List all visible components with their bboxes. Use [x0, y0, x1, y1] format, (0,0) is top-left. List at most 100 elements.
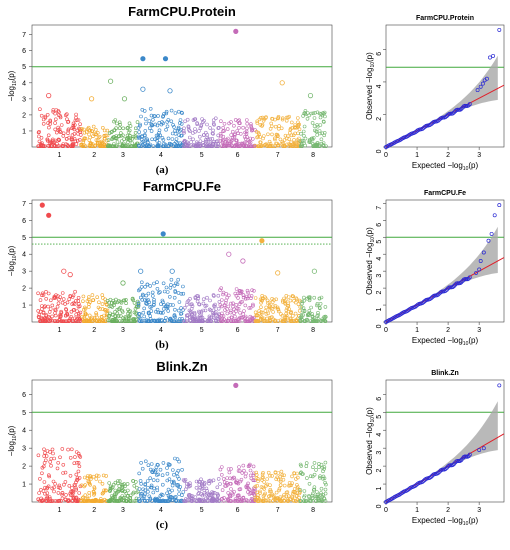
- snp-point: [53, 499, 58, 503]
- snp-point: [297, 491, 302, 496]
- snp-point: [254, 476, 259, 480]
- snp-point: [111, 482, 116, 487]
- x-axis-label-suffix: (p): [468, 161, 478, 170]
- qq-point: [484, 76, 489, 81]
- snp-point: [161, 281, 166, 286]
- snp-point: [72, 461, 77, 466]
- snp-point: [116, 479, 120, 483]
- snp-point: [204, 130, 208, 135]
- snp-point: [178, 121, 182, 125]
- snp-point: [82, 484, 86, 489]
- snp-point: [115, 140, 120, 144]
- snp-point: [310, 493, 315, 498]
- snp-point: [216, 306, 221, 311]
- snp-point: [263, 296, 268, 301]
- snp-point: [172, 283, 177, 288]
- snp-point: [185, 481, 189, 486]
- snp-point: [80, 127, 84, 131]
- snp-point: [268, 318, 273, 322]
- y-tick-label: 5: [376, 240, 383, 244]
- snp-point: [146, 489, 150, 494]
- snp-point: [169, 277, 174, 282]
- snp-point: [243, 137, 248, 141]
- snp-point: [157, 128, 162, 133]
- snp-point: [171, 144, 176, 148]
- snp-point: [138, 499, 142, 503]
- snp-point: [289, 120, 294, 125]
- snp-point: [179, 306, 183, 310]
- snp-point: [302, 134, 306, 138]
- snp-point: [153, 497, 157, 502]
- snp-point: [86, 297, 91, 302]
- snp-point: [266, 132, 270, 137]
- chromosome-label: 3: [121, 327, 125, 334]
- chromosome-label: 8: [311, 507, 315, 514]
- snp-point: [63, 470, 68, 475]
- snp-point: [166, 302, 170, 307]
- snp-point: [307, 494, 311, 498]
- snp-point: [111, 135, 116, 139]
- snp-point: [319, 491, 323, 495]
- snp-point: [226, 143, 231, 148]
- snp-point: [188, 318, 192, 323]
- chromosome-label: 7: [276, 152, 280, 159]
- snp-point: [287, 131, 292, 135]
- snp-point: [181, 144, 186, 148]
- snp-point: [246, 464, 251, 469]
- snp-point: [162, 289, 167, 294]
- snp-point: [316, 317, 321, 321]
- snp-point: [81, 495, 85, 500]
- snp-point: [222, 143, 226, 148]
- snp-point: [130, 296, 135, 301]
- snp-point: [249, 122, 253, 126]
- snp-point: [311, 491, 315, 496]
- snp-point: [283, 133, 288, 138]
- snp-point: [310, 315, 315, 320]
- snp-point: [261, 470, 265, 475]
- snp-point: [237, 495, 242, 500]
- snp-point: [168, 285, 173, 290]
- snp-point: [269, 121, 274, 126]
- snp-point: [185, 143, 190, 147]
- qq-point: [467, 102, 472, 107]
- snp-point: [82, 136, 87, 140]
- snp-point: [83, 311, 88, 316]
- snp-point: [282, 498, 286, 503]
- snp-point: [53, 307, 57, 312]
- snp-point: [50, 314, 54, 319]
- snp-point: [255, 119, 260, 124]
- snp-point: [41, 117, 46, 122]
- snp-point: [236, 291, 241, 296]
- x-axis-label: Expected −log10(p): [412, 516, 479, 527]
- snp-point: [225, 476, 229, 480]
- snp-point: [179, 312, 183, 316]
- snp-point: [40, 465, 45, 470]
- qq-point: [448, 285, 453, 290]
- snp-point: [139, 285, 144, 289]
- snp-point: [69, 144, 73, 148]
- snp-point: [91, 124, 96, 129]
- snp-point: [248, 136, 253, 141]
- snp-point: [76, 299, 80, 303]
- snp-point: [77, 476, 82, 480]
- snp-point: [143, 117, 148, 121]
- snp-point: [204, 139, 209, 144]
- snp-point: [97, 134, 102, 139]
- snp-point: [148, 497, 153, 502]
- snp-point: [125, 482, 130, 486]
- snp-point: [138, 316, 143, 321]
- snp-point: [53, 111, 57, 116]
- snp-point: [293, 300, 298, 305]
- snp-point: [275, 499, 279, 503]
- snp-point: [211, 496, 215, 501]
- peak-snp-point: [121, 96, 128, 102]
- snp-point: [195, 499, 200, 503]
- snp-point: [126, 307, 130, 312]
- peak-snp-point: [307, 93, 314, 99]
- snp-point: [289, 133, 294, 138]
- x-axis-label-suffix: (p): [468, 336, 478, 345]
- snp-point: [270, 132, 274, 137]
- peak-snp-point: [89, 96, 95, 102]
- snp-point: [285, 315, 289, 320]
